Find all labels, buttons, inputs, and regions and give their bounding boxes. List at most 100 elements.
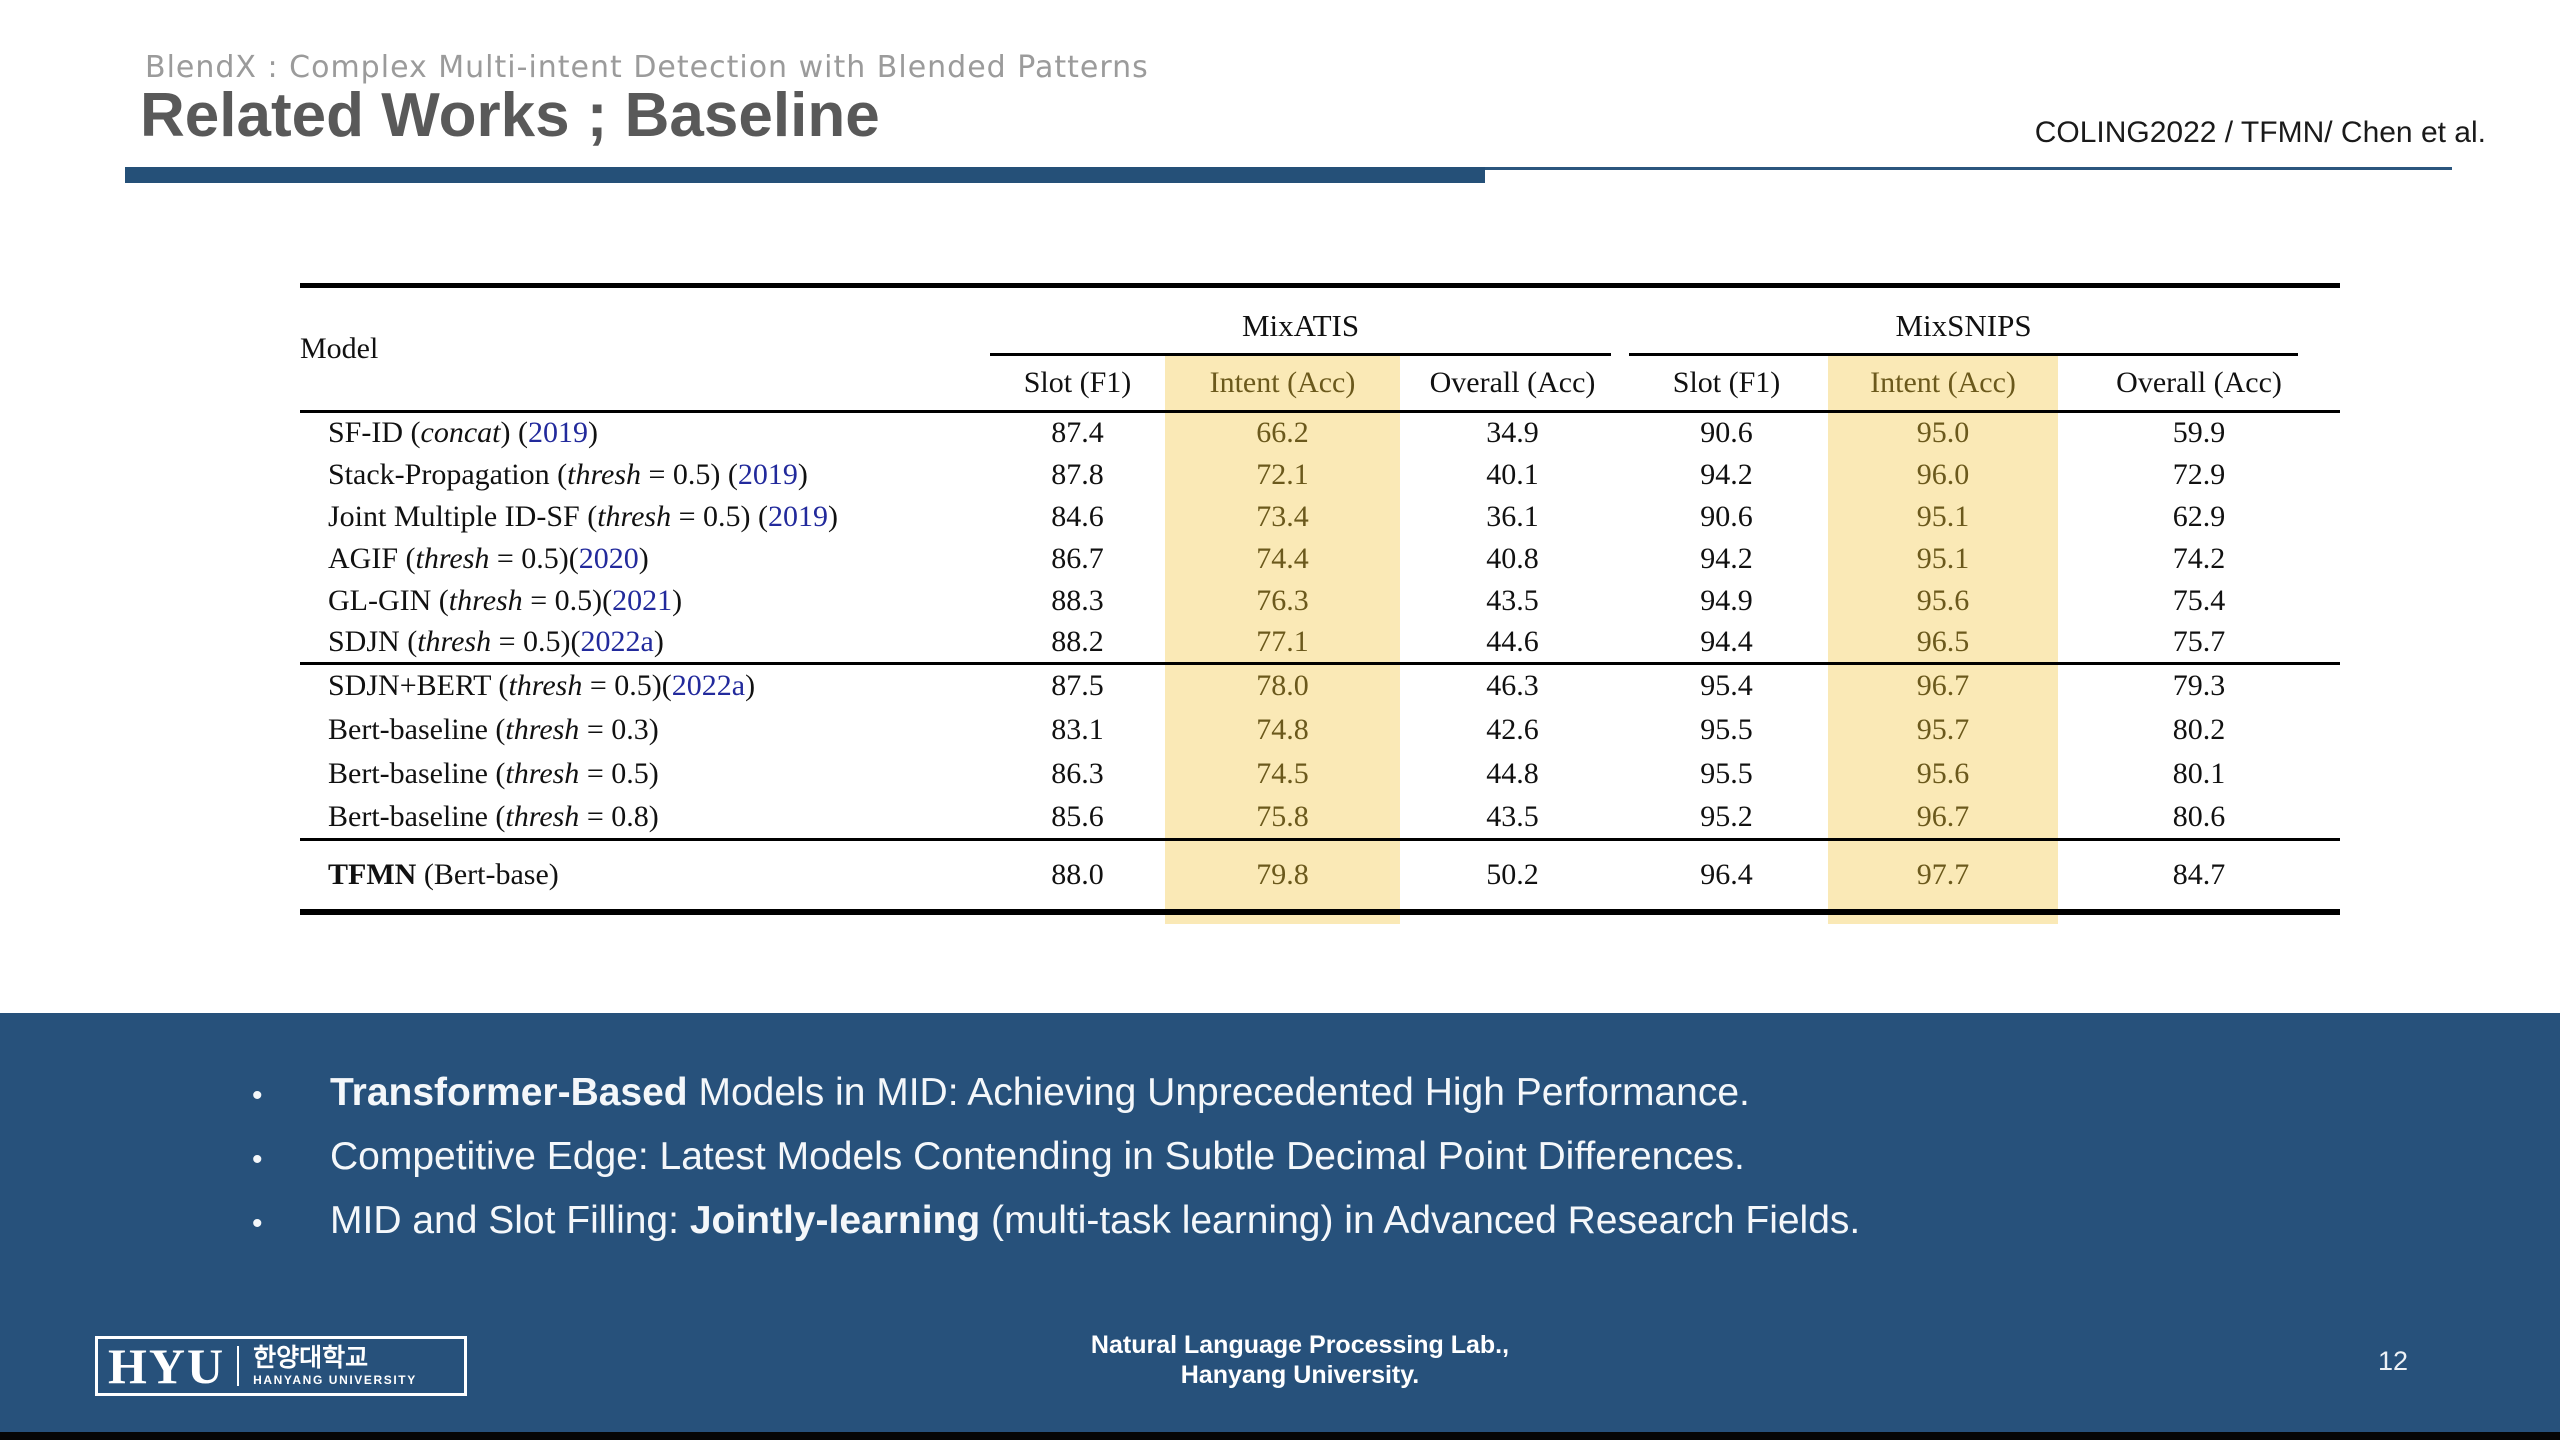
logo-divider	[237, 1346, 240, 1386]
value-cell: 83.1	[1051, 712, 1104, 746]
model-text-segment: concat	[420, 416, 501, 450]
value-cell: 95.1	[1828, 537, 2059, 580]
model-text-segment: = 0.8)	[579, 799, 659, 833]
logo-korean-name: 한양대학교	[253, 1344, 369, 1373]
model-text-segment: Bert-baseline (	[328, 712, 506, 746]
value-cell: 84.7	[2172, 857, 2226, 891]
value-cell: 95.4	[1700, 669, 1753, 703]
value-cell: 95.1	[1828, 495, 2059, 538]
table-row: Bert-baseline (thresh = 0.8) 85.6 75.8 43.5…	[300, 795, 2340, 840]
value-cell: 88.3	[1051, 583, 1104, 617]
value-cell: 97.7	[1828, 839, 2059, 912]
bullet-text: Transformer-Based Models in MID: Achievi…	[330, 1071, 1750, 1115]
model-text-segment: thresh	[505, 712, 580, 746]
model-text-segment: Bert-baseline (	[328, 799, 506, 833]
model-text-segment: = 0.5)(	[522, 583, 613, 617]
model-text-segment: thresh	[505, 799, 580, 833]
citation-reference: COLING2022 / TFMN/ Chen et al.	[2034, 116, 2486, 149]
model-text-segment: thresh	[567, 457, 641, 491]
bottom-edge-bar	[0, 1432, 2560, 1440]
table-body-tfmn: TFMN (Bert-base) 88.0 79.8 50.2 96.4 97.7 84.7	[300, 839, 2341, 912]
bullet-text-segment: Transformer-Based	[330, 1071, 688, 1114]
value-cell: 94.2	[1700, 541, 1753, 575]
model-text-segment: (Bert-base)	[416, 857, 559, 891]
page-title: Related Works ; Baseline	[140, 81, 880, 150]
value-cell: 46.3	[1486, 669, 1539, 703]
column-header: Overall (Acc)	[2058, 355, 2341, 413]
value-cell: 42.6	[1486, 712, 1539, 746]
value-cell: 74.2	[2172, 541, 2226, 575]
model-text-segment: )	[827, 499, 838, 533]
model-cell: TFMN (Bert-base)	[300, 840, 990, 912]
table-group-header-row: Model MixATIS MixSNIPS	[300, 285, 2340, 413]
column-header: Slot (F1)	[1625, 355, 1829, 413]
value-cell: 95.5	[1700, 756, 1753, 790]
bullet-dot: •	[252, 1079, 263, 1112]
value-cell: 96.7	[1828, 663, 2059, 708]
model-text-segment: ) (	[500, 416, 528, 450]
table-body-prior-models: SF-ID (concat) (2019) 87.4 66.2 34.9 90.6 95.…	[300, 411, 2340, 664]
value-cell: 87.8	[1051, 457, 1104, 491]
value-cell: 87.4	[1051, 416, 1104, 450]
model-text-segment: thresh	[448, 583, 523, 617]
model-cell: AGIF (thresh = 0.5)(2020)	[300, 538, 990, 580]
page-number: 12	[2378, 1346, 2409, 1376]
model-text-segment: )	[638, 541, 649, 575]
model-text-segment: 2020	[578, 541, 639, 575]
lab-credit-line1: Natural Language Processing Lab.,	[1090, 1331, 1510, 1359]
value-cell: 76.3	[1165, 579, 1400, 622]
model-text-segment: )	[653, 624, 664, 658]
table-row: Joint Multiple ID-SF (thresh = 0.5) (201…	[300, 495, 2340, 538]
column-group-mixatis: MixATIS	[990, 286, 1625, 356]
model-cell: Bert-baseline (thresh = 0.3)	[300, 708, 990, 752]
column-header: Intent (Acc)	[1828, 355, 2059, 413]
value-cell: 96.0	[1828, 453, 2059, 496]
value-cell: 44.6	[1486, 624, 1539, 658]
model-text-segment: 2019	[737, 457, 798, 491]
group-label: MixATIS	[990, 308, 1612, 356]
model-text-segment: )	[587, 416, 598, 450]
model-cell: SDJN+BERT (thresh = 0.5)(2022a)	[300, 664, 990, 708]
value-cell: 44.8	[1486, 756, 1539, 790]
table-body-bert-models: SDJN+BERT (thresh = 0.5)(2022a) 87.5 78.0 4…	[300, 663, 2341, 840]
bullet-text-segment: Competitive Edge: Latest Models Contendi…	[330, 1135, 1745, 1178]
model-text-segment: 2022a	[671, 669, 746, 703]
model-text-segment: 2019	[767, 499, 828, 533]
value-cell: 34.9	[1486, 416, 1539, 450]
bullet-text-segment: (multi-task learning) in Advanced Resear…	[980, 1199, 1861, 1242]
model-text-segment: = 0.5)(	[491, 624, 581, 658]
value-cell: 79.3	[2172, 669, 2226, 703]
value-cell: 80.2	[2172, 712, 2226, 746]
value-cell: 73.4	[1165, 495, 1400, 538]
value-cell: 77.1	[1165, 621, 1400, 664]
value-cell: 96.4	[1700, 857, 1753, 891]
value-cell: 95.7	[1828, 707, 2059, 752]
value-cell: 94.9	[1700, 583, 1753, 617]
value-cell: 74.4	[1165, 537, 1400, 580]
value-cell: 84.6	[1051, 499, 1104, 533]
value-cell: 59.9	[2172, 416, 2226, 450]
table-row: SDJN+BERT (thresh = 0.5)(2022a) 87.5 78.0 4…	[300, 663, 2340, 708]
model-text-segment: thresh	[417, 624, 492, 658]
column-header-model: Model	[300, 285, 990, 413]
results-table: Model MixATIS MixSNIPS Slot (F1) Intent (…	[300, 283, 2341, 915]
header-accent-bar	[125, 167, 1485, 183]
model-text-segment: Joint Multiple ID-SF (	[328, 499, 598, 533]
model-text-segment: SF-ID (	[328, 416, 421, 450]
value-cell: 87.5	[1051, 669, 1104, 703]
value-cell: 95.2	[1700, 799, 1753, 833]
bullet-dot: •	[252, 1207, 263, 1240]
bullet-item: • Competitive Edge: Latest Models Contend…	[252, 1135, 1860, 1199]
table-row: Bert-baseline (thresh = 0.3) 83.1 74.8 42.6…	[300, 707, 2340, 752]
value-cell: 74.5	[1165, 751, 1400, 796]
value-cell: 36.1	[1486, 499, 1539, 533]
bullet-item: • MID and Slot Filling: Jointly-learning …	[252, 1199, 1860, 1263]
bullet-text: Competitive Edge: Latest Models Contendi…	[330, 1135, 1745, 1179]
table-row: Bert-baseline (thresh = 0.5) 86.3 74.5 44.8…	[300, 751, 2340, 796]
model-text-segment: )	[797, 457, 808, 491]
value-cell: 75.8	[1165, 795, 1400, 840]
model-text-segment: 2021	[612, 583, 673, 617]
value-cell: 79.8	[1165, 839, 1400, 912]
model-text-segment: thresh	[508, 669, 583, 703]
